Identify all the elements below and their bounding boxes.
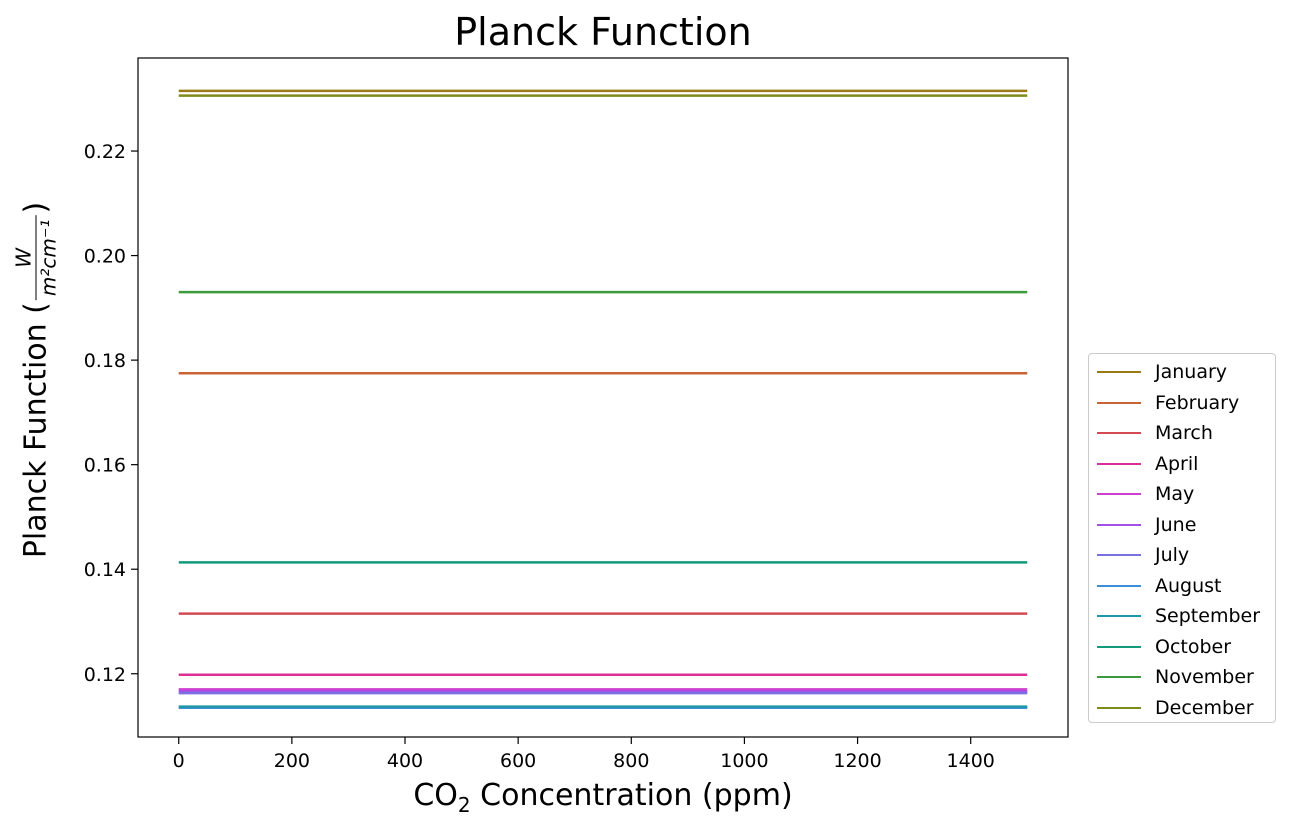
y-tick-label: 0.20	[84, 246, 126, 268]
legend-swatch	[1097, 615, 1141, 617]
y-tick-label: 0.14	[84, 559, 126, 581]
legend-label: January	[1155, 361, 1228, 383]
x-tick-label: 200	[274, 750, 310, 772]
legend-swatch	[1097, 584, 1141, 587]
legend-swatch	[1097, 676, 1141, 678]
y-axis-unit-denominator: m²cm⁻¹	[35, 215, 61, 301]
legend-swatch	[1097, 645, 1141, 648]
x-tick-label: 800	[613, 750, 649, 772]
y-axis-label-container: Planck Function ( W m²cm⁻¹ )	[12, 150, 61, 610]
legend-label: February	[1155, 391, 1240, 414]
legend-item-august: August	[1097, 574, 1222, 597]
legend-item-march: March	[1097, 422, 1213, 444]
legend-swatch	[1097, 554, 1141, 556]
legend-swatch	[1097, 706, 1141, 709]
legend-item-november: November	[1097, 666, 1254, 688]
x-tick-label: 1200	[833, 750, 881, 772]
legend-label: March	[1155, 422, 1213, 444]
y-axis-ticks: 0.12 0.14 0.16 0.18 0.20 0.22	[84, 141, 138, 686]
y-axis-label: Planck Function ( W m²cm⁻¹ )	[12, 202, 61, 558]
y-tick-label: 0.12	[84, 664, 126, 686]
legend-label: December	[1155, 696, 1254, 719]
x-tick-label: 600	[500, 750, 536, 772]
legend-item-july: July	[1097, 544, 1190, 566]
chart-title: Planck Function	[454, 10, 752, 54]
x-axis-label: CO2 Concentration (ppm)	[138, 778, 1068, 817]
x-axis-label-subscript: 2	[457, 793, 471, 817]
legend-item-september: September	[1097, 605, 1261, 627]
plot-area-frame	[137, 57, 1069, 738]
x-axis-ticks: 0 200 400 600 800 1000 1200 1400	[173, 737, 995, 772]
y-tick-label: 0.18	[84, 350, 126, 372]
legend-item-may: May	[1097, 483, 1195, 505]
y-axis-unit-numerator: W	[11, 247, 36, 268]
legend-label: April	[1155, 452, 1199, 475]
legend-label: November	[1155, 666, 1254, 688]
legend-label: August	[1155, 574, 1222, 597]
x-tick-label: 400	[387, 750, 423, 772]
legend-label: June	[1155, 513, 1197, 536]
legend-swatch	[1097, 523, 1141, 526]
legend-label: July	[1155, 544, 1190, 566]
legend-item-january: January	[1097, 361, 1228, 383]
legend-item-october: October	[1097, 635, 1232, 658]
legend-item-april: April	[1097, 452, 1199, 475]
legend: January February March April May June July Augu…	[1088, 353, 1276, 723]
y-tick-label: 0.16	[84, 455, 126, 477]
legend-label: October	[1155, 635, 1232, 658]
legend-item-february: February	[1097, 391, 1240, 414]
legend-item-june: June	[1097, 513, 1197, 536]
legend-swatch	[1097, 371, 1141, 373]
x-tick-label: 1400	[947, 750, 995, 772]
x-tick-label: 0	[173, 750, 185, 772]
legend-item-december: December	[1097, 696, 1254, 719]
x-axis-label-main: CO	[413, 778, 458, 813]
legend-label: May	[1155, 483, 1195, 505]
legend-swatch	[1097, 493, 1141, 495]
legend-swatch	[1097, 432, 1141, 434]
legend-swatch	[1097, 401, 1141, 404]
x-tick-label: 1000	[720, 750, 768, 772]
y-axis-label-text: Planck Function (	[18, 302, 54, 559]
x-axis-label-rest: Concentration (ppm)	[470, 778, 793, 813]
series-lines	[178, 89, 1028, 709]
legend-swatch	[1097, 462, 1141, 465]
y-tick-label: 0.22	[84, 141, 126, 163]
legend-label: September	[1155, 605, 1261, 627]
y-axis-label-close: )	[18, 201, 54, 214]
y-axis-unit-fraction: W m²cm⁻¹	[11, 215, 61, 301]
